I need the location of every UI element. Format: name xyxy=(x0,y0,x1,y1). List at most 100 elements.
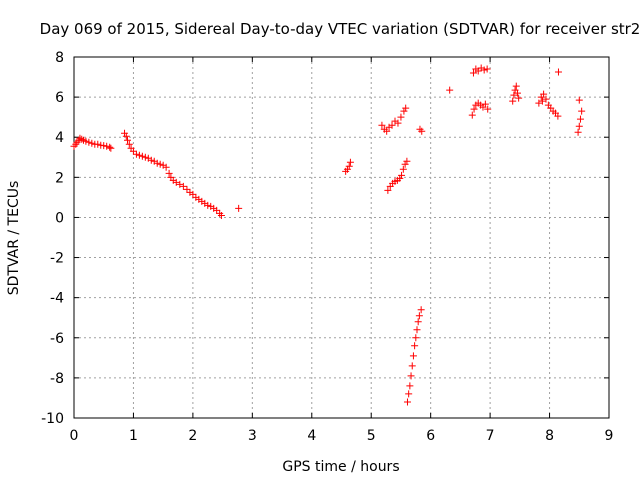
data-point xyxy=(213,206,221,214)
data-point xyxy=(204,201,212,209)
y-tick-label: 2 xyxy=(55,170,64,186)
data-point xyxy=(412,334,420,342)
data-point xyxy=(409,352,417,360)
data-point xyxy=(85,138,93,146)
data-point xyxy=(94,140,102,148)
data-point xyxy=(124,136,131,144)
data-point xyxy=(107,144,115,152)
data-point xyxy=(398,171,406,179)
y-tick-label: -6 xyxy=(50,331,64,347)
y-axis-label: SDTVAR / TECUs xyxy=(6,181,22,296)
data-point xyxy=(417,306,425,314)
data-point xyxy=(345,162,353,170)
data-point xyxy=(179,182,187,190)
data-point xyxy=(414,318,422,326)
data-point xyxy=(147,156,155,164)
data-point xyxy=(217,211,225,219)
data-point xyxy=(138,152,146,160)
y-tick-label: -2 xyxy=(50,251,64,267)
data-point xyxy=(189,190,197,198)
data-point xyxy=(82,137,90,145)
x-axis-label: GPS time / hours xyxy=(282,459,399,475)
data-point xyxy=(400,107,408,115)
data-point xyxy=(235,204,243,212)
data-point xyxy=(76,134,84,142)
x-tick-label: 3 xyxy=(248,428,257,444)
data-point xyxy=(100,142,108,150)
data-point xyxy=(509,97,517,105)
data-point xyxy=(469,69,477,77)
data-point xyxy=(141,153,149,161)
data-point xyxy=(470,105,478,113)
data-point xyxy=(396,174,404,182)
data-point xyxy=(172,178,180,186)
data-points xyxy=(70,64,586,406)
data-point xyxy=(483,65,491,73)
y-tick-label: -8 xyxy=(50,371,64,387)
data-point xyxy=(401,160,409,168)
data-point xyxy=(106,143,114,151)
data-point xyxy=(176,180,184,188)
data-point xyxy=(540,90,548,98)
data-point xyxy=(403,398,411,406)
data-point xyxy=(383,127,391,135)
x-tick-label: 9 xyxy=(605,428,614,444)
data-point xyxy=(512,82,520,90)
data-point xyxy=(156,160,164,168)
x-tick-label: 7 xyxy=(486,428,495,444)
x-tick-label: 6 xyxy=(426,428,435,444)
data-point xyxy=(346,158,354,166)
data-point xyxy=(88,139,96,147)
data-point xyxy=(125,140,133,148)
data-point xyxy=(574,128,582,136)
y-tick-labels: -10 -8 -6 -4 -2 0 2 4 6 8 xyxy=(41,50,64,427)
data-point xyxy=(481,100,489,108)
data-point xyxy=(575,122,583,130)
x-tick-labels: 0 1 2 3 4 5 6 7 8 9 xyxy=(70,428,614,444)
data-point xyxy=(78,135,86,143)
x-tick-label: 4 xyxy=(307,428,316,444)
axis-ticks xyxy=(73,56,610,419)
data-point xyxy=(413,326,421,334)
data-point xyxy=(554,68,562,76)
data-point xyxy=(399,165,407,173)
x-tick-label: 1 xyxy=(129,428,138,444)
y-tick-label: 0 xyxy=(55,210,64,226)
data-point xyxy=(103,142,111,150)
y-tick-label: -10 xyxy=(41,411,64,427)
data-point xyxy=(538,97,546,105)
data-point xyxy=(153,159,161,167)
data-point xyxy=(343,165,351,173)
data-point xyxy=(468,111,476,119)
data-point xyxy=(397,113,405,121)
data-point xyxy=(578,107,586,115)
data-point xyxy=(446,86,454,94)
data-point xyxy=(510,91,518,99)
data-point xyxy=(388,121,396,129)
y-tick-label: 8 xyxy=(55,50,64,66)
data-point xyxy=(132,150,140,158)
grid-lines xyxy=(74,57,609,418)
data-point xyxy=(515,94,523,102)
data-point xyxy=(484,105,492,113)
data-point xyxy=(554,112,562,120)
data-point xyxy=(406,382,414,390)
data-point xyxy=(122,132,130,140)
y-tick-label: 6 xyxy=(55,90,64,106)
data-point xyxy=(162,163,170,171)
data-point xyxy=(394,119,402,127)
data-point xyxy=(535,99,543,107)
data-point xyxy=(542,95,550,103)
data-point xyxy=(402,104,410,112)
y-tick-label: 4 xyxy=(55,130,64,146)
x-tick-label: 2 xyxy=(188,428,197,444)
data-point xyxy=(129,147,137,155)
y-tick-label: -4 xyxy=(50,291,64,307)
data-point xyxy=(121,129,129,137)
data-point xyxy=(576,115,584,123)
data-point xyxy=(384,186,392,194)
plot-frame xyxy=(73,56,610,419)
data-point xyxy=(183,185,191,193)
data-point xyxy=(480,66,488,74)
